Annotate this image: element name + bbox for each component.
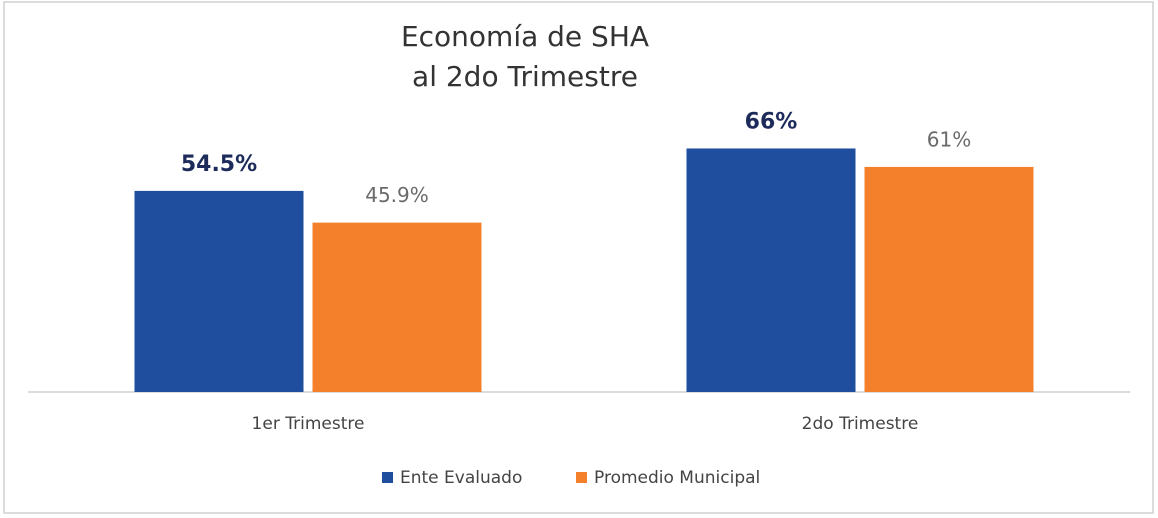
data-label: 66%	[745, 109, 798, 134]
bar	[312, 222, 482, 392]
data-label: 45.9%	[365, 183, 429, 207]
data-label: 61%	[927, 127, 971, 151]
legend-label: Promedio Municipal	[594, 468, 760, 488]
x-tick-label: 1er Trimestre	[252, 414, 365, 434]
legend-swatch	[382, 472, 393, 483]
data-label: 54.5%	[181, 152, 257, 177]
chart-title: al 2do Trimestre	[412, 60, 638, 93]
legend-label: Ente Evaluado	[400, 468, 522, 488]
bar	[864, 166, 1034, 392]
x-tick-label: 2do Trimestre	[802, 414, 919, 434]
legend-swatch	[576, 472, 587, 483]
bar	[134, 190, 304, 392]
chart-title: Economía de SHA	[401, 20, 649, 53]
bar	[686, 148, 856, 392]
